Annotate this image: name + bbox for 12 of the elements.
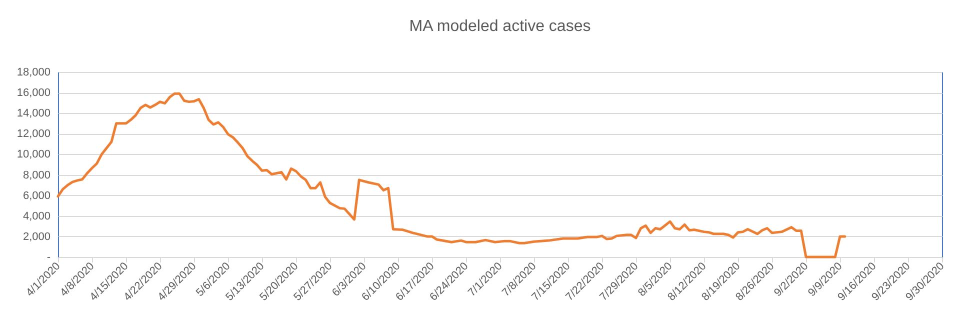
y-tick-label: 8,000 xyxy=(22,169,50,182)
y-tick-label: 12,000 xyxy=(16,128,50,140)
y-tick-label: 4,000 xyxy=(22,210,50,222)
y-tick-label: 6,000 xyxy=(22,190,50,202)
chart-title: MA modeled active cases xyxy=(409,18,591,35)
y-tick-label: 14,000 xyxy=(16,108,50,120)
y-tick-label: - xyxy=(46,252,51,264)
line-series xyxy=(56,92,846,258)
y-tick-label: 10,000 xyxy=(16,148,50,161)
y-tick-label: 16,000 xyxy=(16,87,50,100)
y-tick-label: 2,000 xyxy=(22,230,50,243)
y-tick-label: 18,000 xyxy=(16,66,50,78)
